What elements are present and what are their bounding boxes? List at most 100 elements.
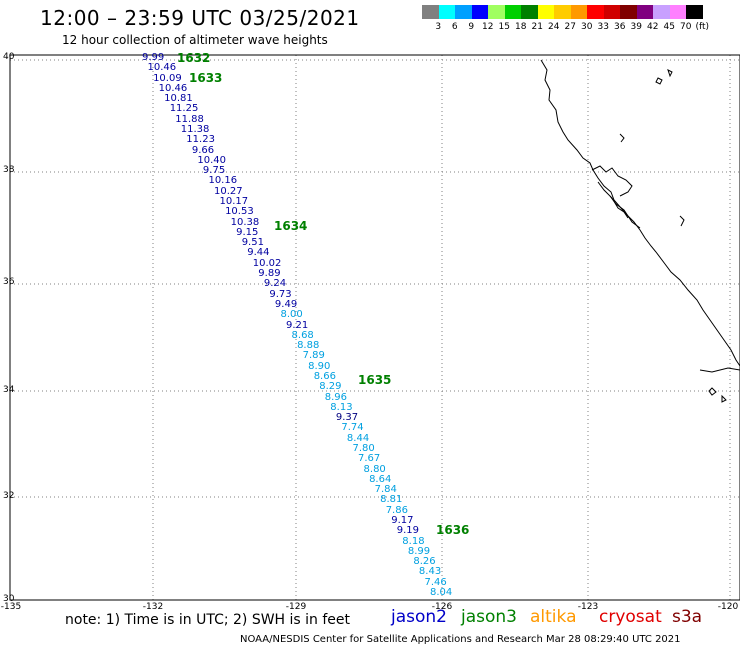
wave-height-label: 9.99 bbox=[142, 52, 165, 63]
wave-height-label: 9.37 bbox=[335, 412, 359, 424]
lat-label-34: 34 bbox=[3, 385, 15, 395]
wave-height-label: 8.00 bbox=[280, 309, 303, 321]
wave-height-label: 9.73 bbox=[269, 288, 292, 300]
legend-swatch bbox=[422, 5, 439, 19]
pass-label-1635: 1635 bbox=[358, 373, 392, 387]
wave-height-label: 8.29 bbox=[319, 381, 342, 393]
legend-swatch bbox=[603, 5, 620, 19]
wave-height-label: 11.25 bbox=[169, 103, 199, 115]
satellite-jason2: jason2 bbox=[391, 607, 447, 627]
wave-height-label: 7.84 bbox=[374, 484, 397, 496]
wave-height-label: 7.74 bbox=[341, 422, 364, 434]
pass-label-1633: 1633 bbox=[189, 71, 223, 85]
lat-label-36: 36 bbox=[3, 277, 15, 287]
legend-label: 9 bbox=[468, 22, 475, 32]
wave-height-label: 9.51 bbox=[241, 237, 264, 249]
legend-label: 18 bbox=[515, 22, 527, 32]
wave-height-label: 8.43 bbox=[418, 566, 442, 578]
pass-label-1636: 1636 bbox=[436, 523, 470, 537]
legend-label: 42 bbox=[647, 22, 659, 32]
legend-label: 30 bbox=[581, 22, 593, 32]
lon-label-132: -132 bbox=[142, 602, 164, 612]
wave-height-label: 10.16 bbox=[208, 175, 238, 187]
wave-height-label: 9.15 bbox=[236, 226, 259, 238]
footnote: note: 1) Time is in UTC; 2) SWH is in fe… bbox=[65, 612, 351, 628]
satellite-jason3: jason3 bbox=[461, 607, 517, 627]
legend-swatch bbox=[686, 5, 703, 19]
lon-label-135: -135 bbox=[0, 602, 22, 612]
legend-swatch bbox=[587, 5, 604, 19]
legend-label: 3 bbox=[435, 22, 442, 32]
wave-height-label: 8.68 bbox=[291, 329, 314, 341]
legend-swatch bbox=[570, 5, 587, 19]
legend-label: 15 bbox=[498, 22, 510, 32]
wave-height-label: 9.66 bbox=[191, 144, 215, 156]
color-legend bbox=[422, 5, 703, 19]
wave-height-label: 10.09 bbox=[153, 72, 182, 84]
wave-height-label: 8.26 bbox=[413, 556, 436, 568]
wave-height-label: 10.17 bbox=[219, 196, 249, 208]
wave-height-label: 8.44 bbox=[346, 432, 370, 444]
legend-swatch bbox=[537, 5, 554, 19]
wave-height-label: 8.88 bbox=[297, 340, 320, 352]
wave-height-label: 10.53 bbox=[225, 206, 254, 218]
coastline bbox=[540, 59, 740, 403]
wave-height-label: 8.99 bbox=[407, 545, 431, 557]
legend-swatch bbox=[620, 5, 637, 19]
pass-label-1634: 1634 bbox=[274, 219, 308, 233]
legend-label: 33 bbox=[597, 22, 609, 32]
wave-height-label: 8.13 bbox=[330, 401, 353, 413]
wave-height-label: 8.96 bbox=[324, 391, 348, 403]
wave-height-label: 9.17 bbox=[391, 514, 414, 526]
legend-label: 27 bbox=[564, 22, 576, 32]
legend-swatch bbox=[488, 5, 505, 19]
wave-height-label: 8.66 bbox=[313, 370, 336, 382]
wave-height-label: 10.02 bbox=[252, 257, 282, 269]
wave-height-label: 10.27 bbox=[214, 185, 243, 197]
lon-label-123: -123 bbox=[577, 602, 599, 612]
legend-label: 39 bbox=[630, 22, 642, 32]
page-title: 12:00 – 23:59 UTC 03/25/2021 bbox=[40, 6, 360, 30]
page-subtitle: 12 hour collection of altimeter wave hei… bbox=[62, 33, 328, 47]
wave-height-label: 10.38 bbox=[230, 216, 260, 228]
lat-label-40: 40 bbox=[3, 52, 15, 62]
wave-height-label: 10.46 bbox=[158, 82, 188, 94]
wave-height-label: 7.86 bbox=[385, 504, 408, 516]
legend-label: 45 bbox=[663, 22, 675, 32]
lat-label-38: 38 bbox=[3, 165, 15, 175]
wave-height-label: 9.24 bbox=[263, 278, 287, 290]
credit-line: NOAA/NESDIS Center for Satellite Applica… bbox=[240, 634, 681, 645]
wave-height-label: 11.88 bbox=[175, 113, 204, 125]
legend-swatch bbox=[554, 5, 571, 19]
wave-height-label: 9.19 bbox=[396, 525, 420, 537]
legend-swatch bbox=[471, 5, 488, 19]
lat-label-30: 30 bbox=[3, 594, 15, 604]
satellite-s3a: s3a bbox=[672, 607, 703, 627]
wave-height-label: 7.67 bbox=[358, 453, 381, 465]
wave-height-label: 8.04 bbox=[430, 587, 453, 598]
wave-height-label: 11.38 bbox=[180, 124, 210, 136]
wave-height-label: 7.89 bbox=[302, 350, 325, 362]
satellite-altika: altika bbox=[530, 607, 577, 627]
wave-height-label: 10.81 bbox=[164, 93, 193, 105]
legend-swatch bbox=[636, 5, 653, 19]
wave-height-label: 7.46 bbox=[424, 576, 447, 588]
legend-swatch bbox=[455, 5, 472, 19]
wave-height-label: 8.64 bbox=[369, 473, 392, 485]
legend-label: 21 bbox=[531, 22, 543, 32]
lon-label-120: -120 bbox=[717, 602, 739, 612]
lat-label-32: 32 bbox=[3, 491, 15, 501]
wave-height-label: 9.21 bbox=[286, 319, 309, 331]
wave-height-label: 10.40 bbox=[197, 154, 227, 166]
wave-height-label: 9.44 bbox=[247, 247, 270, 259]
wave-height-label: 9.75 bbox=[202, 165, 226, 177]
map-frame bbox=[9, 54, 740, 601]
legend-label: 12 bbox=[482, 22, 494, 32]
legend-label: 70 bbox=[680, 22, 692, 32]
legend-swatch bbox=[521, 5, 538, 19]
wave-height-label: 8.80 bbox=[363, 463, 386, 475]
wave-height-label: 9.49 bbox=[274, 298, 298, 310]
graticule bbox=[10, 55, 740, 600]
satellite-cryosat: cryosat bbox=[599, 607, 662, 627]
